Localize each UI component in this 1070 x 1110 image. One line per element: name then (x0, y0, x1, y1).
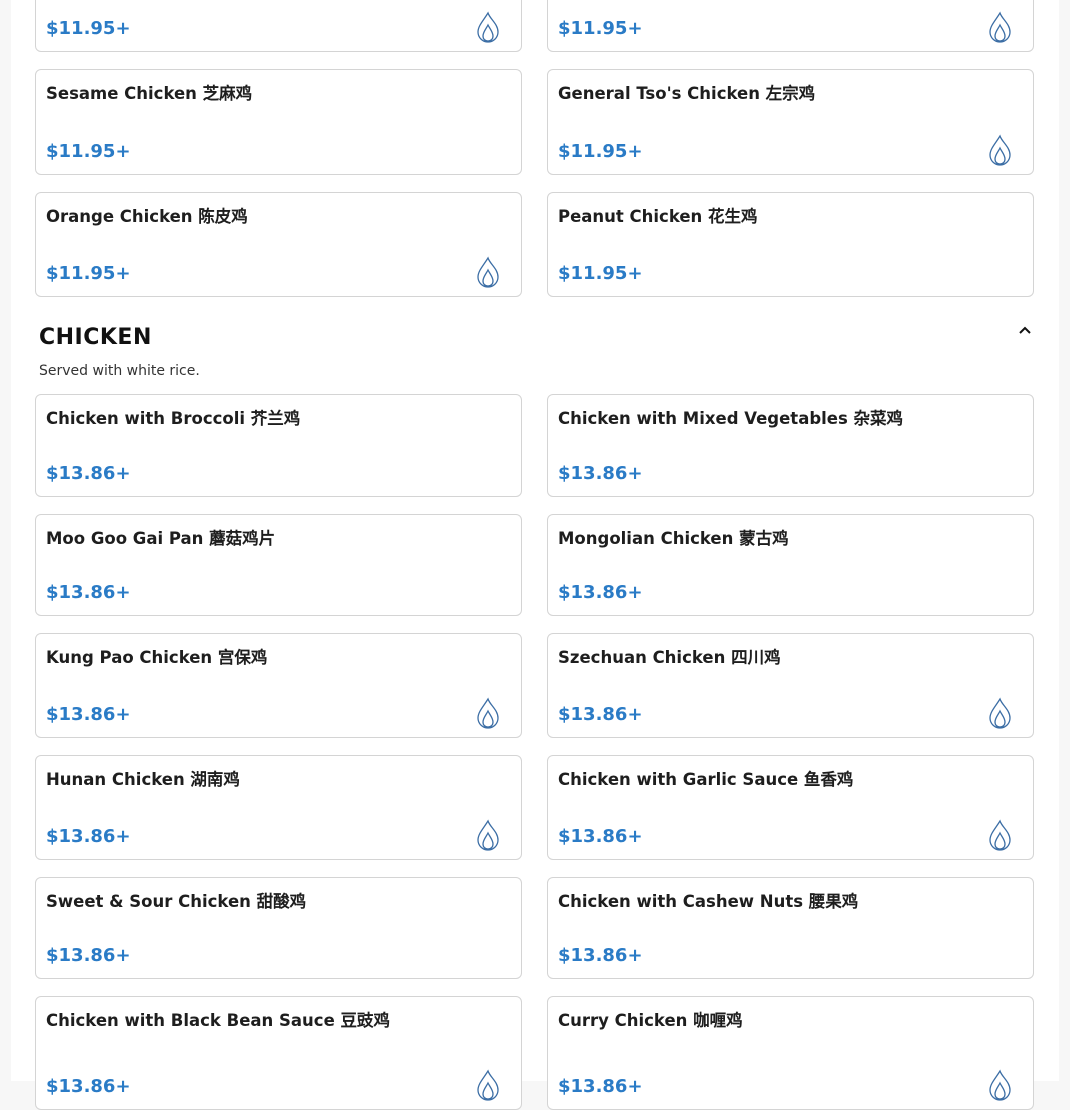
menu-item-card[interactable]: Curry Chicken 咖喱鸡 $13.86+ (547, 996, 1034, 1110)
spicy-flame-icon (985, 1069, 1015, 1101)
menu-item-price: $13.86+ (558, 463, 643, 484)
menu-item-price: $13.86+ (558, 1076, 643, 1097)
menu-item-price: $11.95+ (558, 18, 643, 39)
menu-item-card[interactable]: Chicken with Cashew Nuts 腰果鸡 $13.86+ (547, 877, 1034, 979)
menu-item-name: Chicken with Black Bean Sauce 豆豉鸡 (46, 1011, 391, 1030)
menu-item-name: Mongolian Chicken 蒙古鸡 (558, 529, 789, 548)
menu-item-name: Sweet & Sour Chicken 甜酸鸡 (46, 892, 307, 911)
spicy-flame-icon (985, 11, 1015, 43)
menu-item-price: $11.95+ (558, 141, 643, 162)
menu-item-name: Moo Goo Gai Pan 蘑菇鸡片 (46, 529, 276, 548)
menu-item-price: $13.86+ (46, 704, 131, 725)
menu-item-card[interactable]: Sesame Chicken 芝麻鸡 $11.95+ (35, 69, 522, 175)
menu-item-price: $13.86+ (46, 463, 131, 484)
menu-item-card[interactable]: General Tso's Chicken 左宗鸡 $11.95+ (547, 69, 1034, 175)
spicy-flame-icon (473, 1069, 503, 1101)
menu-item-name: Chicken with Mixed Vegetables 杂菜鸡 (558, 409, 904, 428)
menu-item-name: Chicken with Garlic Sauce 鱼香鸡 (558, 770, 854, 789)
menu-item-price: $13.86+ (558, 704, 643, 725)
menu-item-card[interactable]: Sweet & Sour Chicken 甜酸鸡 $13.86+ (35, 877, 522, 979)
section-description: Served with white rice. (39, 363, 200, 379)
spicy-flame-icon (473, 819, 503, 851)
menu-item-card[interactable]: Hunan Chicken 湖南鸡 $13.86+ (35, 755, 522, 860)
spicy-flame-icon (473, 697, 503, 729)
menu-item-price: $11.95+ (46, 263, 131, 284)
menu-item-name: Peanut Chicken 花生鸡 (558, 207, 758, 226)
spicy-flame-icon (985, 819, 1015, 851)
spicy-flame-icon (985, 134, 1015, 166)
menu-item-name: Chicken with Cashew Nuts 腰果鸡 (558, 892, 859, 911)
menu-item-name: Szechuan Chicken 四川鸡 (558, 648, 781, 667)
menu-item-price: $13.86+ (46, 1076, 131, 1097)
section-title: CHICKEN (39, 325, 152, 350)
menu-item-price: $11.95+ (46, 18, 131, 39)
spicy-flame-icon (473, 256, 503, 288)
menu-item-card[interactable]: $11.95+ (35, 0, 522, 52)
menu-item-card[interactable]: Szechuan Chicken 四川鸡 $13.86+ (547, 633, 1034, 738)
spicy-flame-icon (473, 11, 503, 43)
menu-item-name: Orange Chicken 陈皮鸡 (46, 207, 248, 226)
menu-item-card[interactable]: Chicken with Mixed Vegetables 杂菜鸡 $13.86+ (547, 394, 1034, 497)
menu-item-card[interactable]: Moo Goo Gai Pan 蘑菇鸡片 $13.86+ (35, 514, 522, 616)
menu-item-price: $13.86+ (46, 945, 131, 966)
menu-item-price: $13.86+ (558, 582, 643, 603)
menu-item-card[interactable]: Chicken with Garlic Sauce 鱼香鸡 $13.86+ (547, 755, 1034, 860)
menu-item-name: Hunan Chicken 湖南鸡 (46, 770, 240, 789)
menu-item-price: $11.95+ (558, 263, 643, 284)
menu-item-price: $13.86+ (46, 582, 131, 603)
menu-item-name: General Tso's Chicken 左宗鸡 (558, 84, 816, 103)
menu-item-name: Chicken with Broccoli 芥兰鸡 (46, 409, 301, 428)
menu-item-price: $13.86+ (558, 826, 643, 847)
menu-item-card[interactable]: $11.95+ (547, 0, 1034, 52)
menu-item-name: Curry Chicken 咖喱鸡 (558, 1011, 743, 1030)
menu-item-card[interactable]: Orange Chicken 陈皮鸡 $11.95+ (35, 192, 522, 297)
menu-item-card[interactable]: Kung Pao Chicken 宫保鸡 $13.86+ (35, 633, 522, 738)
menu-page: CHICKEN Served with white rice. $11.95+ $… (11, 0, 1059, 1110)
chevron-up-icon[interactable] (1017, 322, 1033, 338)
spicy-flame-icon (985, 697, 1015, 729)
menu-item-card[interactable]: Mongolian Chicken 蒙古鸡 $13.86+ (547, 514, 1034, 616)
menu-item-price: $11.95+ (46, 141, 131, 162)
menu-item-price: $13.86+ (46, 826, 131, 847)
menu-item-card[interactable]: Chicken with Broccoli 芥兰鸡 $13.86+ (35, 394, 522, 497)
menu-item-price: $13.86+ (558, 945, 643, 966)
menu-item-name: Kung Pao Chicken 宫保鸡 (46, 648, 268, 667)
menu-item-card[interactable]: Chicken with Black Bean Sauce 豆豉鸡 $13.86+ (35, 996, 522, 1110)
menu-item-card[interactable]: Peanut Chicken 花生鸡 $11.95+ (547, 192, 1034, 297)
menu-item-name: Sesame Chicken 芝麻鸡 (46, 84, 253, 103)
